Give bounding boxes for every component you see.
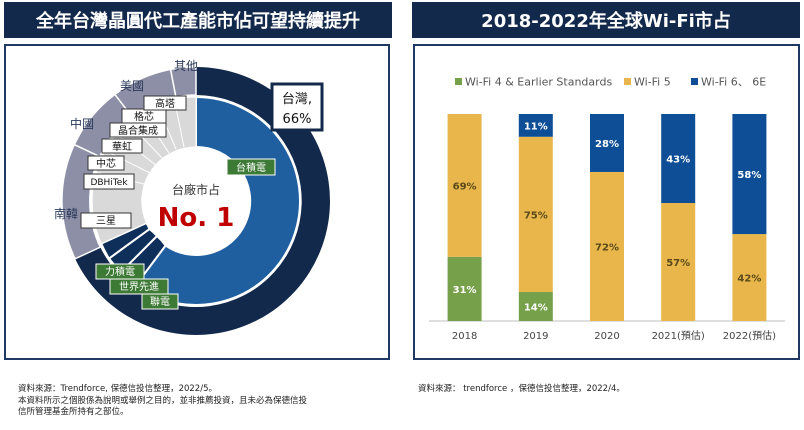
svg-text:聯電: 聯電 (150, 296, 170, 308)
region-label-other: 其他 (174, 59, 198, 73)
bar-label-2021(預估)-series-2: 43% (666, 155, 690, 166)
bar-2021(預估)-series-1 (661, 203, 696, 321)
svg-text:世界先進: 世界先進 (119, 281, 159, 293)
company-tag-samsung: 三星 (80, 212, 132, 229)
bar-label-2020-series-1: 72% (595, 242, 619, 253)
right-header: 2018-2022年全球Wi-Fi市占 (412, 2, 800, 38)
svg-text:高塔: 高塔 (155, 97, 175, 110)
bar-2021(預估)-series-2 (661, 114, 696, 204)
bar-label-2019-series-2: 11% (524, 121, 548, 132)
footnote-right: 資料來源： trendforce ，保德信投信整理，2022/4。 (418, 384, 625, 394)
legend-swatch-1 (624, 78, 631, 85)
taiwan-label: 台灣, (282, 92, 312, 107)
bar-2020-series-2 (590, 114, 624, 172)
bar-2022(預估)-series-1 (732, 234, 767, 321)
footnote-left: 資料來源：Trendforce, 保德信投信整理，2022/5。 本資料所示之個… (18, 384, 388, 419)
taiwan-callout-box (270, 82, 324, 132)
foundry-donut-chart: 台廠市占 No. 1 台灣, 66% 南韓 中國 美國 其他 台積電 力積電 世… (54, 59, 330, 336)
center-no1: No. 1 (158, 203, 235, 233)
bar-label-2019-series-0: 14% (524, 303, 548, 314)
company-tag-tower: 高塔 (143, 95, 187, 111)
center-caption: 台廠市占 (172, 182, 220, 197)
company-tag-psmc: 力積電 (95, 263, 145, 280)
legend-label-2: Wi-Fi 6、 6E (701, 76, 766, 89)
x-tick-label-3: 2021(預估) (652, 329, 705, 342)
company-tag-dbhitek: DBHiTek (83, 173, 135, 190)
legend-swatch-0 (455, 78, 462, 85)
company-tag-tsmc: 台積電 (226, 158, 276, 176)
bar-label-2022(預估)-series-1: 42% (737, 274, 761, 285)
footnote-left-source: 資料來源：Trendforce, 保德信投信整理，2022/5。 (18, 384, 217, 394)
svg-text:力積電: 力積電 (105, 265, 135, 278)
x-tick-label-0: 2018 (452, 331, 477, 342)
region-label-china: 中國 (70, 116, 94, 131)
x-tick-label-1: 2019 (523, 331, 548, 342)
footnote-left-disclaimer-2: 信所管理基金所持有之部位。 (18, 407, 129, 417)
bar-label-2018-series-1: 69% (453, 181, 477, 192)
company-tag-smic: 中芯 (87, 155, 125, 171)
bar-2018-series-0 (447, 256, 482, 321)
company-tag-hua-hong: 華虹 (101, 138, 143, 154)
wifi-share-panel: Wi-Fi 4 & Earlier Standards Wi-Fi 5 Wi-Fi … (413, 44, 800, 360)
svg-text:台積電: 台積電 (236, 161, 266, 174)
company-tag-umc: 聯電 (141, 293, 179, 310)
legend-swatch-2 (691, 78, 698, 85)
bar-label-2019-series-1: 75% (524, 210, 548, 221)
company-tag-globalfoundries: 格芯 (121, 108, 167, 124)
bar-label-2022(預估)-series-2: 58% (737, 170, 761, 181)
bar-2020-series-1 (590, 171, 624, 321)
legend-label-1: Wi-Fi 5 (634, 76, 671, 89)
svg-text:三星: 三星 (96, 215, 116, 227)
bar-2019-series-0 (518, 292, 553, 321)
foundry-share-panel: 台廠市占 No. 1 台灣, 66% 南韓 中國 美國 其他 台積電 力積電 世… (4, 44, 390, 360)
bar-2018-series-1 (447, 114, 482, 257)
x-tick-label-4: 2022(預估) (723, 329, 776, 342)
svg-text:DBHiTek: DBHiTek (90, 178, 128, 188)
bar-label-2020-series-2: 28% (595, 139, 619, 150)
svg-text:格芯: 格芯 (134, 110, 154, 123)
taiwan-share: 66% (283, 112, 312, 127)
bar-2019-series-1 (518, 136, 553, 293)
left-header: 全年台灣晶圓代工產能市佔可望持續提升 (4, 2, 392, 38)
svg-text:晶合集成: 晶合集成 (118, 124, 158, 137)
region-label-korea: 南韓 (54, 206, 78, 221)
bar-label-2021(預估)-series-1: 57% (666, 258, 690, 269)
bar-2022(預估)-series-2 (732, 114, 767, 235)
company-tag-vis: 世界先進 (109, 278, 169, 295)
svg-text:中芯: 中芯 (96, 157, 116, 170)
company-tag-nexchip: 晶合集成 (109, 122, 167, 138)
bar-label-2018-series-0: 31% (453, 285, 477, 296)
bar-2019-series-2 (518, 114, 553, 137)
footnote-left-disclaimer-1: 本資料所示之個股係為說明或舉例之目的，並非推薦投資，且未必為保德信投 (18, 395, 308, 406)
wifi-stacked-bar-chart: Wi-Fi 4 & Earlier Standards Wi-Fi 5 Wi-Fi … (429, 76, 785, 342)
legend-label-0: Wi-Fi 4 & Earlier Standards (465, 76, 612, 89)
svg-text:華虹: 華虹 (112, 141, 132, 153)
x-tick-label-2: 2020 (594, 331, 619, 342)
region-label-usa: 美國 (120, 79, 144, 93)
